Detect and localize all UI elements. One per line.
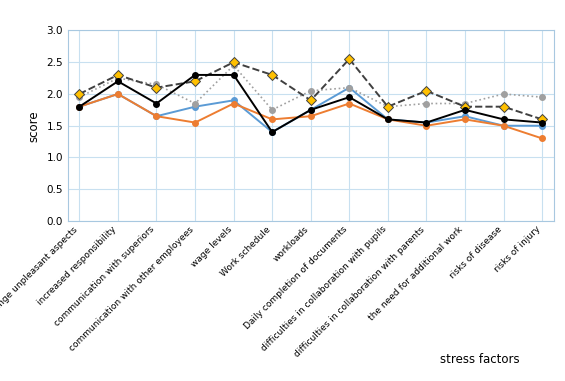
School no. 3 bbox=[192, 79, 198, 83]
Text: Work schedule: Work schedule bbox=[219, 225, 272, 278]
School no. 4 bbox=[115, 79, 121, 83]
Kindergarten bbox=[500, 92, 507, 96]
School no. 4 bbox=[307, 107, 314, 112]
Kindergarten bbox=[230, 63, 237, 68]
Kindergarten bbox=[346, 85, 353, 90]
School no. 2 bbox=[192, 120, 198, 125]
School no. 1 bbox=[76, 104, 82, 109]
School no. 2 bbox=[462, 117, 468, 122]
Kindergarten bbox=[423, 101, 430, 106]
Text: risks of disease: risks of disease bbox=[448, 225, 503, 280]
School no. 2 bbox=[539, 136, 546, 141]
School no. 1 bbox=[500, 123, 507, 128]
School no. 2 bbox=[423, 123, 430, 128]
Kindergarten bbox=[462, 101, 468, 106]
School no. 4 bbox=[192, 73, 198, 77]
School no. 1 bbox=[385, 117, 392, 122]
Line: School no. 2: School no. 2 bbox=[77, 91, 545, 141]
School no. 4 bbox=[462, 107, 468, 112]
School no. 2 bbox=[500, 123, 507, 128]
School no. 1 bbox=[153, 114, 160, 118]
School no. 3 bbox=[346, 57, 353, 61]
School no. 3 bbox=[76, 92, 82, 96]
School no. 4 bbox=[539, 120, 546, 125]
School no. 1 bbox=[192, 104, 198, 109]
Text: workloads: workloads bbox=[272, 225, 311, 264]
Line: School no. 4: School no. 4 bbox=[77, 72, 545, 135]
School no. 4 bbox=[346, 95, 353, 99]
School no. 2 bbox=[115, 92, 121, 96]
School no. 2 bbox=[76, 104, 82, 109]
School no. 1 bbox=[462, 114, 468, 118]
Text: Daily completion of documents: Daily completion of documents bbox=[243, 225, 349, 331]
School no. 1 bbox=[423, 120, 430, 125]
Line: Kindergarten: Kindergarten bbox=[77, 62, 545, 113]
Kindergarten bbox=[269, 107, 276, 112]
School no. 2 bbox=[346, 101, 353, 106]
School no. 3 bbox=[500, 104, 507, 109]
Kindergarten bbox=[385, 104, 392, 109]
School no. 3 bbox=[462, 104, 468, 109]
Line: School no. 3: School no. 3 bbox=[76, 56, 546, 123]
School no. 1 bbox=[539, 123, 546, 128]
School no. 1 bbox=[307, 107, 314, 112]
School no. 3 bbox=[115, 73, 121, 77]
Kindergarten bbox=[307, 88, 314, 93]
School no. 3 bbox=[153, 85, 160, 90]
School no. 4 bbox=[153, 101, 160, 106]
School no. 3 bbox=[269, 73, 276, 77]
School no. 4 bbox=[500, 117, 507, 122]
School no. 4 bbox=[423, 120, 430, 125]
School no. 4 bbox=[76, 104, 82, 109]
Text: communication with superiors: communication with superiors bbox=[53, 225, 157, 328]
Kindergarten bbox=[539, 95, 546, 99]
School no. 1 bbox=[269, 130, 276, 134]
Text: wage levels: wage levels bbox=[189, 225, 233, 269]
School no. 3 bbox=[423, 88, 430, 93]
Text: communication with other employees: communication with other employees bbox=[67, 225, 195, 353]
Line: School no. 1: School no. 1 bbox=[77, 85, 545, 135]
School no. 4 bbox=[385, 117, 392, 122]
School no. 1 bbox=[230, 98, 237, 102]
School no. 2 bbox=[307, 114, 314, 118]
School no. 3 bbox=[385, 104, 392, 109]
Text: difficulties in collaboration with parents: difficulties in collaboration with paren… bbox=[293, 225, 427, 359]
Text: difficulties in collaboration with pupils: difficulties in collaboration with pupil… bbox=[259, 225, 388, 354]
Kindergarten bbox=[76, 95, 82, 99]
Y-axis label: score: score bbox=[28, 110, 41, 142]
Kindergarten bbox=[153, 82, 160, 87]
School no. 2 bbox=[385, 117, 392, 122]
Text: stress factors: stress factors bbox=[440, 353, 520, 366]
School no. 3 bbox=[230, 60, 237, 64]
School no. 4 bbox=[230, 73, 237, 77]
School no. 2 bbox=[230, 101, 237, 106]
Text: increased responsibility: increased responsibility bbox=[36, 225, 118, 307]
School no. 2 bbox=[269, 117, 276, 122]
School no. 4 bbox=[269, 130, 276, 134]
Kindergarten bbox=[115, 76, 121, 80]
School no. 1 bbox=[346, 85, 353, 90]
Text: unable to change unpleasant aspects: unable to change unpleasant aspects bbox=[0, 225, 79, 352]
Kindergarten bbox=[192, 101, 198, 106]
School no. 3 bbox=[539, 117, 546, 122]
School no. 3 bbox=[307, 98, 314, 102]
Text: the need for additional work: the need for additional work bbox=[367, 225, 465, 322]
School no. 1 bbox=[115, 92, 121, 96]
Text: risks of injury: risks of injury bbox=[493, 225, 542, 274]
School no. 2 bbox=[153, 114, 160, 118]
